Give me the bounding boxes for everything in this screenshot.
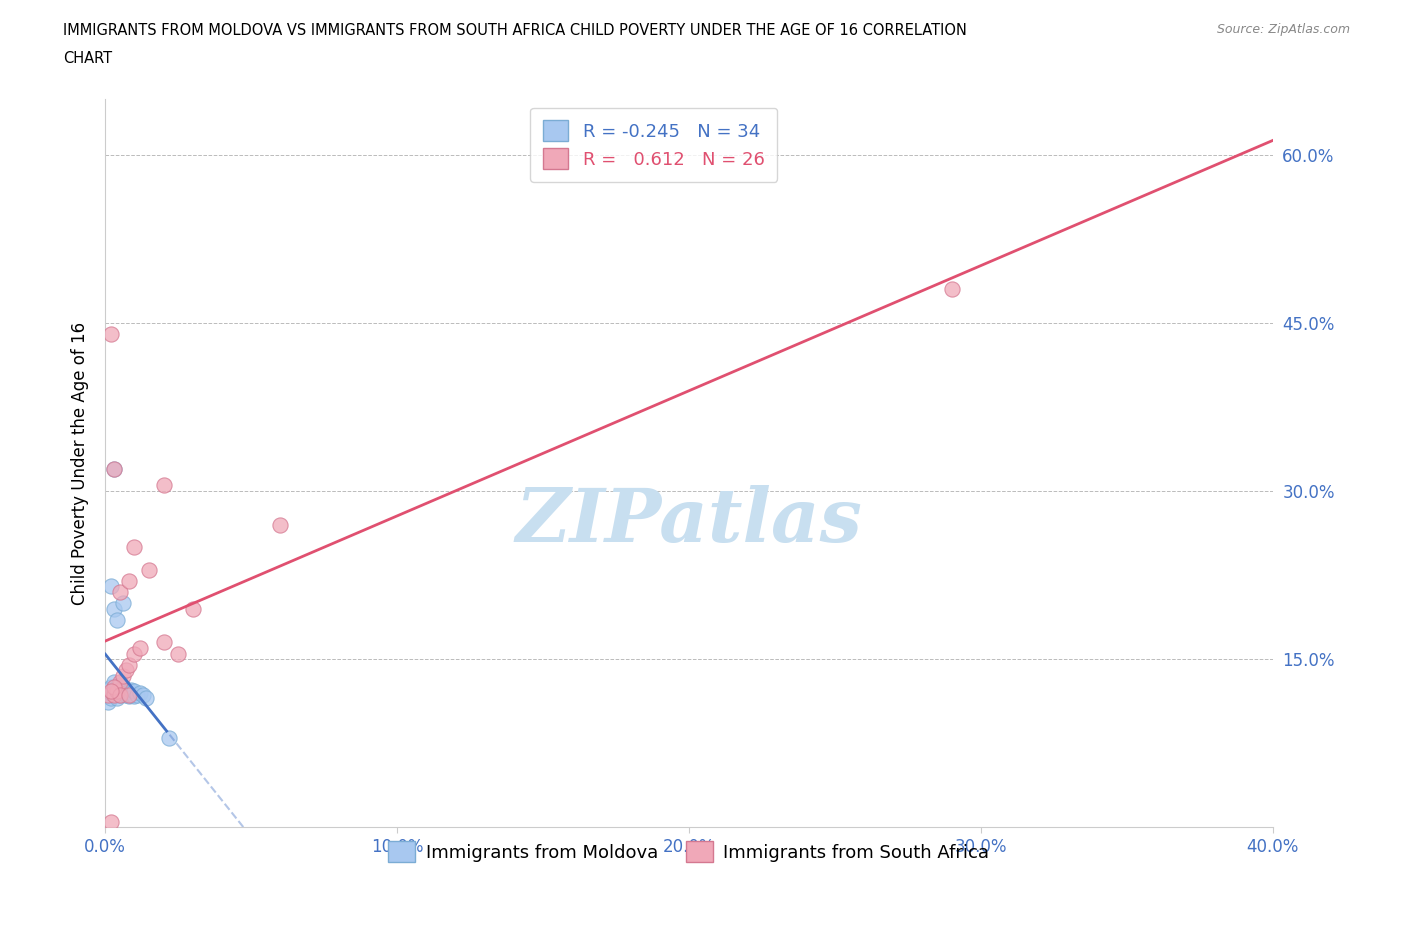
Point [105, 691, 128, 706]
Point [97, 687, 120, 702]
Point [117, 684, 139, 698]
Point [117, 687, 139, 702]
Point [124, 684, 146, 698]
Point [100, 680, 122, 695]
Point [103, 687, 125, 702]
Point [127, 687, 149, 702]
Point [121, 687, 143, 702]
Point [108, 687, 131, 702]
Point [103, 680, 125, 695]
Y-axis label: Child Poverty Under the Age of 16: Child Poverty Under the Age of 16 [72, 322, 89, 604]
Point [135, 691, 157, 706]
Point [124, 539, 146, 554]
Point [103, 461, 125, 476]
Point [111, 596, 134, 611]
Point [181, 602, 204, 617]
Point [100, 326, 122, 341]
Point [117, 689, 139, 704]
Point [103, 602, 125, 617]
Point [111, 669, 134, 684]
Text: ZIPatlas: ZIPatlas [516, 485, 862, 558]
Point [100, 685, 122, 700]
Text: IMMIGRANTS FROM MOLDOVA VS IMMIGRANTS FROM SOUTH AFRICA CHILD POVERTY UNDER THE : IMMIGRANTS FROM MOLDOVA VS IMMIGRANTS FR… [63, 23, 967, 38]
Point [114, 687, 136, 702]
Point [100, 684, 122, 698]
Point [105, 685, 128, 700]
Point [152, 478, 174, 493]
Point [117, 658, 139, 672]
Point [157, 730, 180, 745]
Point [108, 687, 131, 702]
Point [132, 687, 155, 702]
Point [105, 684, 128, 698]
Text: Source: ZipAtlas.com: Source: ZipAtlas.com [1216, 23, 1350, 36]
Point [103, 687, 125, 702]
Text: CHART: CHART [63, 51, 112, 66]
Point [124, 646, 146, 661]
Point [121, 682, 143, 697]
Point [117, 573, 139, 588]
Point [100, 815, 122, 830]
Point [129, 685, 152, 700]
Point [111, 680, 134, 695]
Point [167, 646, 190, 661]
Point [152, 635, 174, 650]
Point [941, 282, 963, 297]
Point [97, 695, 120, 710]
Point [114, 682, 136, 697]
Point [105, 613, 128, 628]
Point [108, 684, 131, 698]
Point [111, 685, 134, 700]
Legend: Immigrants from Moldova, Immigrants from South Africa: Immigrants from Moldova, Immigrants from… [381, 834, 997, 870]
Point [103, 674, 125, 689]
Point [108, 678, 131, 693]
Point [103, 684, 125, 698]
Point [108, 585, 131, 600]
Point [269, 517, 291, 532]
Point [108, 674, 131, 689]
Point [105, 680, 128, 695]
Point [103, 461, 125, 476]
Point [138, 562, 160, 577]
Point [129, 641, 152, 656]
Point [114, 663, 136, 678]
Point [100, 579, 122, 594]
Point [124, 689, 146, 704]
Point [97, 687, 120, 702]
Point [100, 691, 122, 706]
